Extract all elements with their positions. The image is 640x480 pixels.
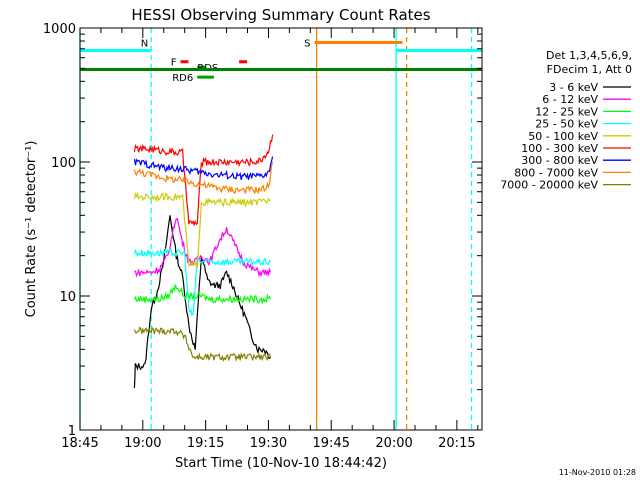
series-line [133, 247, 271, 317]
chart-title: HESSI Observing Summary Count Rates [131, 6, 430, 24]
flag-label: RD6 [172, 73, 193, 84]
timestamp: 11-Nov-2010 01:28 [559, 468, 636, 477]
series-line [133, 326, 272, 362]
y-axis: 1 10 100 1000 [43, 22, 482, 439]
legend-label: 300 - 800 keV [521, 154, 598, 167]
y-tick-label: 10 [59, 290, 76, 305]
series-line [133, 284, 272, 305]
x-tick-label: 19:30 [250, 436, 287, 451]
y-axis-label: Count Rate (s⁻¹ detector⁻¹) [24, 141, 39, 318]
x-tick-label: 20:00 [375, 436, 412, 451]
series-lines [133, 134, 274, 389]
x-axis-label: Start Time (10-Nov-10 18:44:42) [175, 456, 387, 471]
x-tick-label: 19:00 [124, 436, 161, 451]
flag-label: N [141, 38, 148, 49]
series-line [134, 218, 272, 278]
series-line [133, 191, 271, 269]
y-tick-label: 1000 [43, 22, 76, 37]
legend-title: FDecim 1, Att 0 [547, 63, 632, 76]
flag-label: S [304, 38, 310, 49]
flag-segments: NSFRDSRD6 [80, 38, 482, 84]
y-tick-label: 100 [51, 156, 76, 171]
legend-label: 800 - 7000 keV [514, 166, 598, 179]
x-tick-label: 19:15 [187, 436, 224, 451]
legend: Det 1,3,4,5,6,9,FDecim 1, Att 0 3 - 6 keV… [500, 49, 632, 192]
x-axis: 18:45 19:00 19:15 19:30 19:45 20:00 20:15 [61, 28, 479, 451]
legend-label: 50 - 100 keV [528, 130, 598, 143]
series-line [133, 134, 274, 227]
x-tick-label: 18:45 [61, 436, 98, 451]
x-tick-label: 20:15 [438, 436, 475, 451]
legend-label: 12 - 25 keV [535, 105, 598, 118]
series-line [133, 156, 274, 181]
legend-label: 7000 - 20000 keV [500, 179, 598, 192]
legend-label: 6 - 12 keV [542, 93, 598, 106]
legend-label: 100 - 300 keV [521, 142, 598, 155]
x-tick-label: 19:45 [313, 436, 350, 451]
y-tick-label: 1 [68, 424, 76, 439]
flag-label: F [171, 58, 177, 69]
series-line [133, 161, 274, 195]
legend-label: 25 - 50 keV [535, 118, 598, 131]
plot-frame [79, 27, 483, 431]
legend-title: Det 1,3,4,5,6,9, [546, 49, 632, 62]
legend-label: 3 - 6 keV [549, 81, 598, 94]
